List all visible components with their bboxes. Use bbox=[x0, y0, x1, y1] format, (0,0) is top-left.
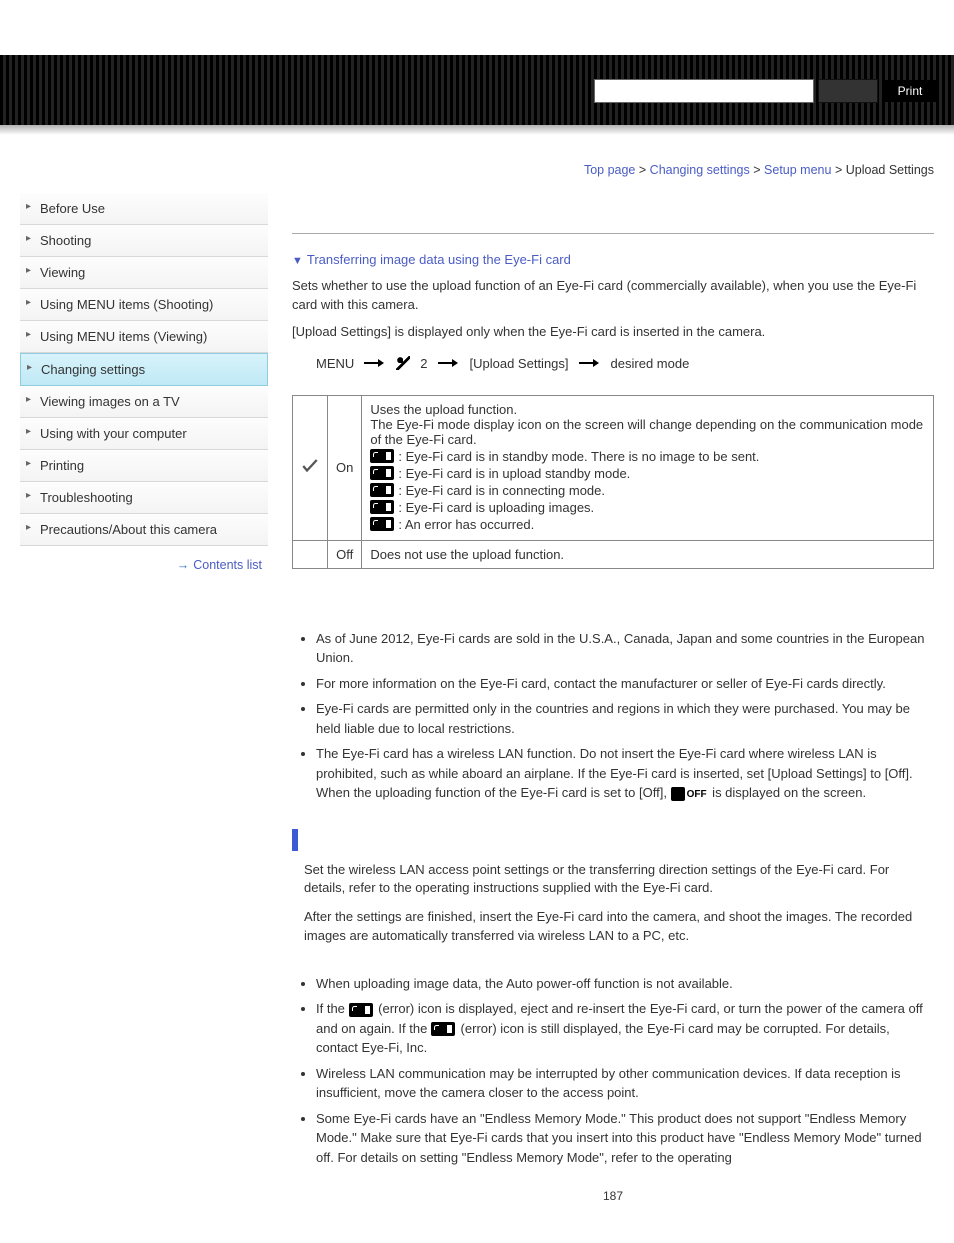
header-shadow bbox=[0, 125, 954, 135]
sidebar-item[interactable]: Changing settings bbox=[20, 353, 268, 386]
eyefi-error-icon bbox=[431, 1022, 455, 1036]
eyefi-off-icon bbox=[671, 787, 709, 801]
arrow-icon bbox=[579, 359, 601, 367]
eyefi-error-icon bbox=[349, 1003, 373, 1017]
breadcrumb-l2[interactable]: Setup menu bbox=[764, 163, 831, 177]
arrow-icon bbox=[438, 359, 460, 367]
on-label-cell: On bbox=[328, 395, 362, 540]
on-text: : Eye-Fi card is in standby mode. There … bbox=[398, 449, 759, 464]
sidebar-item[interactable]: Shooting bbox=[20, 225, 268, 257]
breadcrumb-current: Upload Settings bbox=[846, 163, 934, 177]
on-desc-cell: Uses the upload function. The Eye-Fi mod… bbox=[362, 395, 934, 540]
sidebar-item[interactable]: Precautions/About this camera bbox=[20, 514, 268, 546]
breadcrumb-top[interactable]: Top page bbox=[584, 163, 635, 177]
off-desc-cell: Does not use the upload function. bbox=[362, 540, 934, 568]
on-line: : An error has occurred. bbox=[370, 517, 925, 532]
sidebar-item[interactable]: Using with your computer bbox=[20, 418, 268, 450]
menu-target: desired mode bbox=[611, 356, 690, 371]
sidebar-item[interactable]: Using MENU items (Shooting) bbox=[20, 289, 268, 321]
nav-list: Before UseShootingViewingUsing MENU item… bbox=[20, 193, 268, 546]
on-line: : Eye-Fi card is uploading images. bbox=[370, 500, 925, 515]
header-controls: Print bbox=[594, 79, 938, 103]
header-band: Print bbox=[0, 55, 954, 125]
print-button[interactable]: Print bbox=[882, 80, 938, 102]
list-item: Eye-Fi cards are permitted only in the c… bbox=[316, 699, 934, 738]
menu-path: MENU 2 [Upload Settings] desired mode bbox=[292, 350, 934, 385]
search-input[interactable] bbox=[594, 79, 814, 103]
transfer-p1: Set the wireless LAN access point settin… bbox=[292, 861, 934, 899]
sidebar-item[interactable]: Printing bbox=[20, 450, 268, 482]
breadcrumb-l1[interactable]: Changing settings bbox=[650, 163, 750, 177]
on-line: Uses the upload function. bbox=[370, 402, 925, 417]
on-text: : Eye-Fi card is in connecting mode. bbox=[398, 483, 605, 498]
on-text: : Eye-Fi card is uploading images. bbox=[398, 500, 594, 515]
list-item: For more information on the Eye-Fi card,… bbox=[316, 674, 934, 694]
transfer-p2: After the settings are finished, insert … bbox=[292, 908, 934, 946]
sidebar-item[interactable]: Viewing images on a TV bbox=[20, 386, 268, 418]
section-bar bbox=[292, 829, 298, 851]
sidebar-item[interactable]: Troubleshooting bbox=[20, 482, 268, 514]
menu-item: [Upload Settings] bbox=[470, 356, 569, 371]
list-item: Some Eye-Fi cards have an "Endless Memor… bbox=[316, 1109, 934, 1168]
check-cell bbox=[293, 395, 328, 540]
list-item: When uploading image data, the Auto powe… bbox=[316, 974, 934, 994]
table-row: Off Does not use the upload function. bbox=[293, 540, 934, 568]
sidebar: Before UseShootingViewingUsing MENU item… bbox=[20, 193, 268, 1203]
page-number: 187 bbox=[292, 1189, 934, 1203]
wrench-icon bbox=[396, 356, 410, 370]
divider bbox=[292, 233, 934, 234]
breadcrumb-sep: > bbox=[753, 163, 760, 177]
empty-cell bbox=[293, 540, 328, 568]
breadcrumb-sep: > bbox=[639, 163, 646, 177]
table-row: On Uses the upload function. The Eye-Fi … bbox=[293, 395, 934, 540]
eyefi-connecting-icon bbox=[370, 483, 394, 497]
on-text: : An error has occurred. bbox=[398, 517, 534, 532]
sidebar-item[interactable]: Viewing bbox=[20, 257, 268, 289]
notes-list-1: As of June 2012, Eye-Fi cards are sold i… bbox=[292, 629, 934, 803]
on-line: : Eye-Fi card is in standby mode. There … bbox=[370, 449, 925, 464]
menu-label: MENU bbox=[316, 356, 354, 371]
breadcrumb: Top page > Changing settings > Setup men… bbox=[0, 135, 954, 185]
list-item: As of June 2012, Eye-Fi cards are sold i… bbox=[316, 629, 934, 668]
setup-number: 2 bbox=[420, 356, 427, 371]
eyefi-error-icon bbox=[370, 517, 394, 531]
list-item: If the (error) icon is displayed, eject … bbox=[316, 999, 934, 1058]
on-line: The Eye-Fi mode display icon on the scre… bbox=[370, 417, 925, 447]
eyefi-uploading-icon bbox=[370, 500, 394, 514]
on-text: : Eye-Fi card is in upload standby mode. bbox=[398, 466, 630, 481]
main-content: Transferring image data using the Eye-Fi… bbox=[292, 193, 934, 1203]
list-item: Wireless LAN communication may be interr… bbox=[316, 1064, 934, 1103]
contents-list-link[interactable]: Contents list bbox=[20, 546, 268, 584]
list-item: The Eye-Fi card has a wireless LAN funct… bbox=[316, 744, 934, 803]
eyefi-upload-standby-icon bbox=[370, 466, 394, 480]
intro-p1: Sets whether to use the upload function … bbox=[292, 277, 934, 315]
intro-p2: [Upload Settings] is displayed only when… bbox=[292, 323, 934, 342]
sidebar-item[interactable]: Before Use bbox=[20, 193, 268, 225]
off-label-cell: Off bbox=[328, 540, 362, 568]
check-icon bbox=[301, 457, 319, 475]
on-line: : Eye-Fi card is in upload standby mode. bbox=[370, 466, 925, 481]
anchor-link-transferring[interactable]: Transferring image data using the Eye-Fi… bbox=[292, 252, 934, 267]
eyefi-standby-icon bbox=[370, 449, 394, 463]
arrow-icon bbox=[364, 359, 386, 367]
mode-table: On Uses the upload function. The Eye-Fi … bbox=[292, 395, 934, 569]
on-line: : Eye-Fi card is in connecting mode. bbox=[370, 483, 925, 498]
notes-list-2: When uploading image data, the Auto powe… bbox=[292, 974, 934, 1168]
breadcrumb-sep: > bbox=[835, 163, 842, 177]
search-button[interactable] bbox=[818, 79, 878, 103]
sidebar-item[interactable]: Using MENU items (Viewing) bbox=[20, 321, 268, 353]
